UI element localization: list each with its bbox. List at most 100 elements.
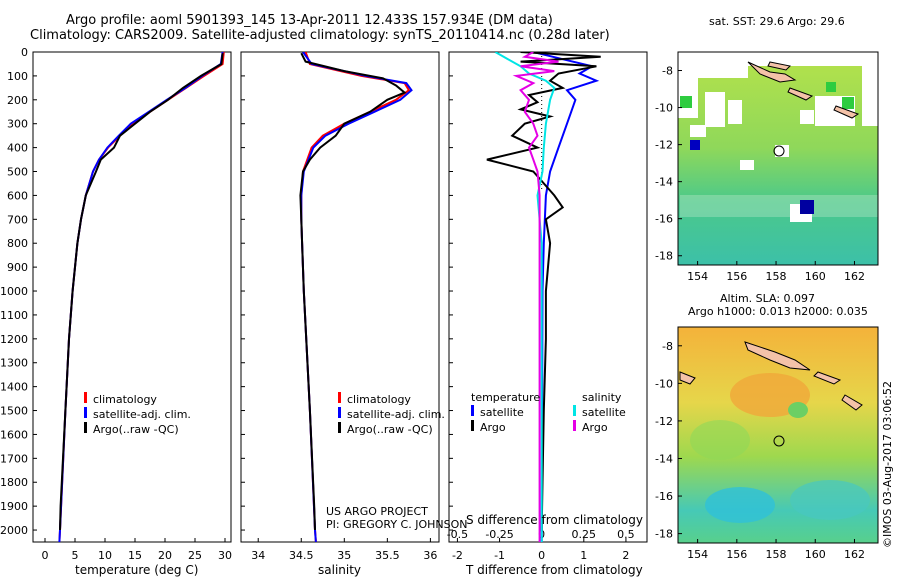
x-tick-label: 5: [72, 549, 79, 562]
salinity-panel: [240, 51, 440, 543]
series-line: [58, 52, 225, 542]
legend-item: satellite-adj. clim.: [347, 408, 445, 421]
map-x-tick-label: 158: [766, 548, 787, 561]
s-tick-label: -0.5: [447, 528, 468, 541]
y-tick-label: 1100: [0, 309, 28, 322]
legend-item: Argo: [582, 421, 608, 434]
legend-title: salinity: [582, 391, 622, 404]
s-tick-label: 0.5: [617, 528, 635, 541]
x-tick-label: 15: [128, 549, 142, 562]
s-tick-label: 0.25: [572, 528, 597, 541]
map-x-tick-label: 154: [687, 270, 708, 283]
map-x-tick-label: 156: [726, 548, 747, 561]
argo-location-marker: [773, 435, 785, 447]
y-tick-label: 700: [7, 213, 28, 226]
x-tick-label: 36: [423, 549, 437, 562]
series-line: [300, 52, 411, 542]
y-tick-label: 1700: [0, 452, 28, 465]
map-y-tick-label: -8: [662, 340, 673, 353]
salinity-diff-legend: salinity satellite Argo: [573, 390, 626, 435]
map-y-tick-label: -10: [655, 102, 673, 115]
legend-title: temperature: [471, 391, 541, 404]
map-x-tick-label: 160: [805, 270, 826, 283]
y-tick-label: 600: [7, 189, 28, 202]
y-tick-label: 2000: [0, 524, 28, 537]
salinity-axis-label: salinity: [318, 563, 362, 577]
legend-item: climatology: [93, 393, 157, 406]
x-tick-label: 35.5: [375, 549, 400, 562]
series-line: [486, 52, 601, 531]
series-line: [512, 52, 559, 542]
imos-credit: ©IMOS 03-Aug-2017 03:06:52: [881, 381, 894, 548]
x-tick-label: -1: [494, 549, 505, 562]
x-tick-label: -2: [452, 549, 463, 562]
y-tick-label: 1900: [0, 500, 28, 513]
x-tick-label: 34: [251, 549, 265, 562]
y-tick-label: 800: [7, 237, 28, 250]
map-y-tick-label: -16: [655, 490, 673, 503]
map-x-tick-label: 154: [687, 548, 708, 561]
x-tick-label: 1: [580, 549, 587, 562]
t-difference-axis-label: T difference from climatology: [466, 563, 643, 577]
legend-item: satellite-adj. clim.: [93, 408, 191, 421]
map-y-tick-label: -10: [655, 377, 673, 390]
map-y-tick-label: -12: [655, 415, 673, 428]
y-tick-label: 200: [7, 94, 28, 107]
series-line: [299, 52, 407, 531]
sla-map: [677, 326, 879, 544]
pi-credit: PI: GREGORY C. JOHNSON: [326, 518, 468, 531]
legend-item: satellite: [480, 406, 524, 419]
temperature-diff-legend: temperature satellite Argo: [471, 390, 540, 435]
map-x-tick-label: 160: [805, 548, 826, 561]
map-y-tick-label: -14: [655, 176, 673, 189]
map-x-tick-label: 158: [766, 270, 787, 283]
x-tick-label: 30: [218, 549, 232, 562]
sst-map: [677, 51, 879, 266]
sla-map-title-line1: Altim. SLA: 0.097: [720, 292, 816, 305]
y-tick-label: 0: [21, 46, 28, 59]
legend-item: Argo(..raw -QC): [347, 423, 433, 436]
chart-title-line2: Climatology: CARS2009. Satellite-adjuste…: [30, 28, 610, 43]
argo-location-marker: [773, 145, 785, 157]
y-tick-label: 1800: [0, 476, 28, 489]
y-tick-label: 1400: [0, 381, 28, 394]
y-tick-label: 1200: [0, 333, 28, 346]
y-tick-label: 500: [7, 166, 28, 179]
salinity-legend: climatology satellite-adj. clim. Argo(..…: [338, 392, 445, 437]
map-y-tick-label: -8: [662, 65, 673, 78]
legend-item: climatology: [347, 393, 411, 406]
x-tick-label: 0: [42, 549, 49, 562]
map-y-tick-label: -16: [655, 213, 673, 226]
series-line: [59, 53, 224, 531]
map-y-tick-label: -12: [655, 139, 673, 152]
s-tick-label: -0.25: [485, 528, 513, 541]
map-x-tick-label: 156: [726, 270, 747, 283]
temperature-legend: climatology satellite-adj. clim. Argo(..…: [84, 392, 191, 437]
sst-map-title: sat. SST: 29.6 Argo: 29.6: [709, 15, 845, 28]
series-line: [58, 52, 224, 542]
x-tick-label: 34.5: [289, 549, 314, 562]
s-difference-axis-label: S difference from climatology: [466, 513, 643, 527]
legend-item: Argo(..raw -QC): [93, 423, 179, 436]
map-x-tick-label: 162: [844, 270, 865, 283]
y-tick-label: 1000: [0, 285, 28, 298]
map-y-tick-label: -14: [655, 452, 673, 465]
x-tick-label: 0: [538, 549, 545, 562]
y-tick-label: 1300: [0, 357, 28, 370]
x-tick-label: 20: [158, 549, 172, 562]
series-line: [533, 52, 600, 542]
y-tick-label: 400: [7, 142, 28, 155]
y-tick-label: 900: [7, 261, 28, 274]
legend-item: Argo: [480, 421, 506, 434]
map-y-tick-label: -18: [655, 528, 673, 541]
temperature-panel: [32, 51, 232, 543]
series-line: [300, 52, 413, 542]
sla-map-title-line2: Argo h1000: 0.013 h2000: 0.035: [688, 305, 868, 318]
y-tick-label: 100: [7, 70, 28, 83]
x-tick-label: 35: [337, 549, 351, 562]
difference-panel: [448, 51, 648, 543]
map-x-tick-label: 162: [844, 548, 865, 561]
map-y-tick-label: -18: [655, 250, 673, 263]
y-tick-label: 300: [7, 118, 28, 131]
